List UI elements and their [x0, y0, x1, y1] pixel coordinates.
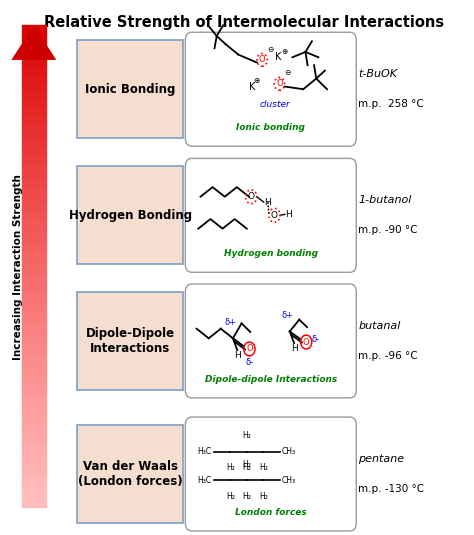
Text: H₂: H₂ [242, 463, 251, 472]
Text: CH₃: CH₃ [282, 447, 296, 456]
Text: Hydrogen bonding: Hydrogen bonding [224, 249, 318, 258]
Text: δ+: δ+ [225, 318, 237, 326]
Text: London forces: London forces [235, 508, 307, 517]
FancyBboxPatch shape [77, 166, 183, 264]
Text: O: O [246, 345, 253, 354]
Text: H₂: H₂ [242, 492, 251, 501]
Text: O: O [303, 338, 310, 347]
Text: Dipole-dipole Interactions: Dipole-dipole Interactions [205, 374, 337, 384]
Text: H: H [291, 344, 298, 353]
FancyBboxPatch shape [77, 292, 183, 390]
Text: H₂: H₂ [259, 492, 268, 501]
Text: m.p. -96 °C: m.p. -96 °C [358, 351, 418, 361]
Text: m.p. -90 °C: m.p. -90 °C [358, 225, 418, 235]
Text: H₂: H₂ [226, 463, 235, 472]
FancyBboxPatch shape [185, 417, 356, 531]
FancyBboxPatch shape [185, 32, 356, 146]
Text: δ-: δ- [312, 335, 320, 344]
Polygon shape [11, 25, 56, 60]
Text: H: H [285, 210, 292, 219]
Text: H₃C: H₃C [198, 447, 212, 456]
Text: K: K [275, 52, 282, 62]
Text: O: O [271, 211, 278, 220]
Text: Ionic Bonding: Ionic Bonding [85, 83, 175, 96]
Text: δ+: δ+ [282, 311, 293, 319]
Text: Hydrogen Bonding: Hydrogen Bonding [69, 209, 191, 222]
Text: ⊕: ⊕ [281, 47, 288, 56]
FancyBboxPatch shape [77, 425, 183, 523]
Text: CH₃: CH₃ [282, 476, 296, 485]
FancyBboxPatch shape [185, 158, 356, 272]
Text: K: K [249, 81, 255, 91]
Text: O: O [259, 56, 265, 64]
Text: ⊖: ⊖ [267, 44, 273, 54]
Text: O: O [247, 192, 255, 201]
Text: Increasing Interaction Strength: Increasing Interaction Strength [13, 174, 23, 361]
Text: O: O [276, 79, 283, 88]
Text: H₂: H₂ [259, 463, 268, 472]
Text: cluster: cluster [260, 100, 291, 109]
Text: H₂: H₂ [226, 492, 235, 501]
Text: butanal: butanal [358, 321, 401, 331]
Text: Dipole-Dipole
Interactions: Dipole-Dipole Interactions [86, 327, 175, 355]
Text: H₃C: H₃C [198, 476, 212, 485]
Text: δ-: δ- [246, 358, 254, 367]
Text: Van der Waals
(London forces): Van der Waals (London forces) [78, 460, 182, 488]
Text: H₂: H₂ [242, 460, 251, 469]
FancyBboxPatch shape [185, 284, 356, 398]
Text: Relative Strength of Intermolecular Interactions: Relative Strength of Intermolecular Inte… [44, 14, 444, 30]
Text: pentane: pentane [358, 454, 405, 464]
Text: m.p. -130 °C: m.p. -130 °C [358, 484, 425, 494]
Text: H₂: H₂ [242, 431, 251, 440]
Text: ⊖: ⊖ [285, 68, 291, 78]
Text: m.p.  258 °C: m.p. 258 °C [358, 99, 424, 109]
Text: t-BuOK: t-BuOK [358, 70, 397, 79]
Text: 1-butanol: 1-butanol [358, 195, 412, 205]
Text: Ionic bonding: Ionic bonding [237, 123, 305, 132]
Text: ⊕: ⊕ [254, 77, 260, 86]
Text: H: H [234, 351, 241, 360]
FancyBboxPatch shape [77, 40, 183, 138]
Text: H: H [264, 197, 271, 207]
